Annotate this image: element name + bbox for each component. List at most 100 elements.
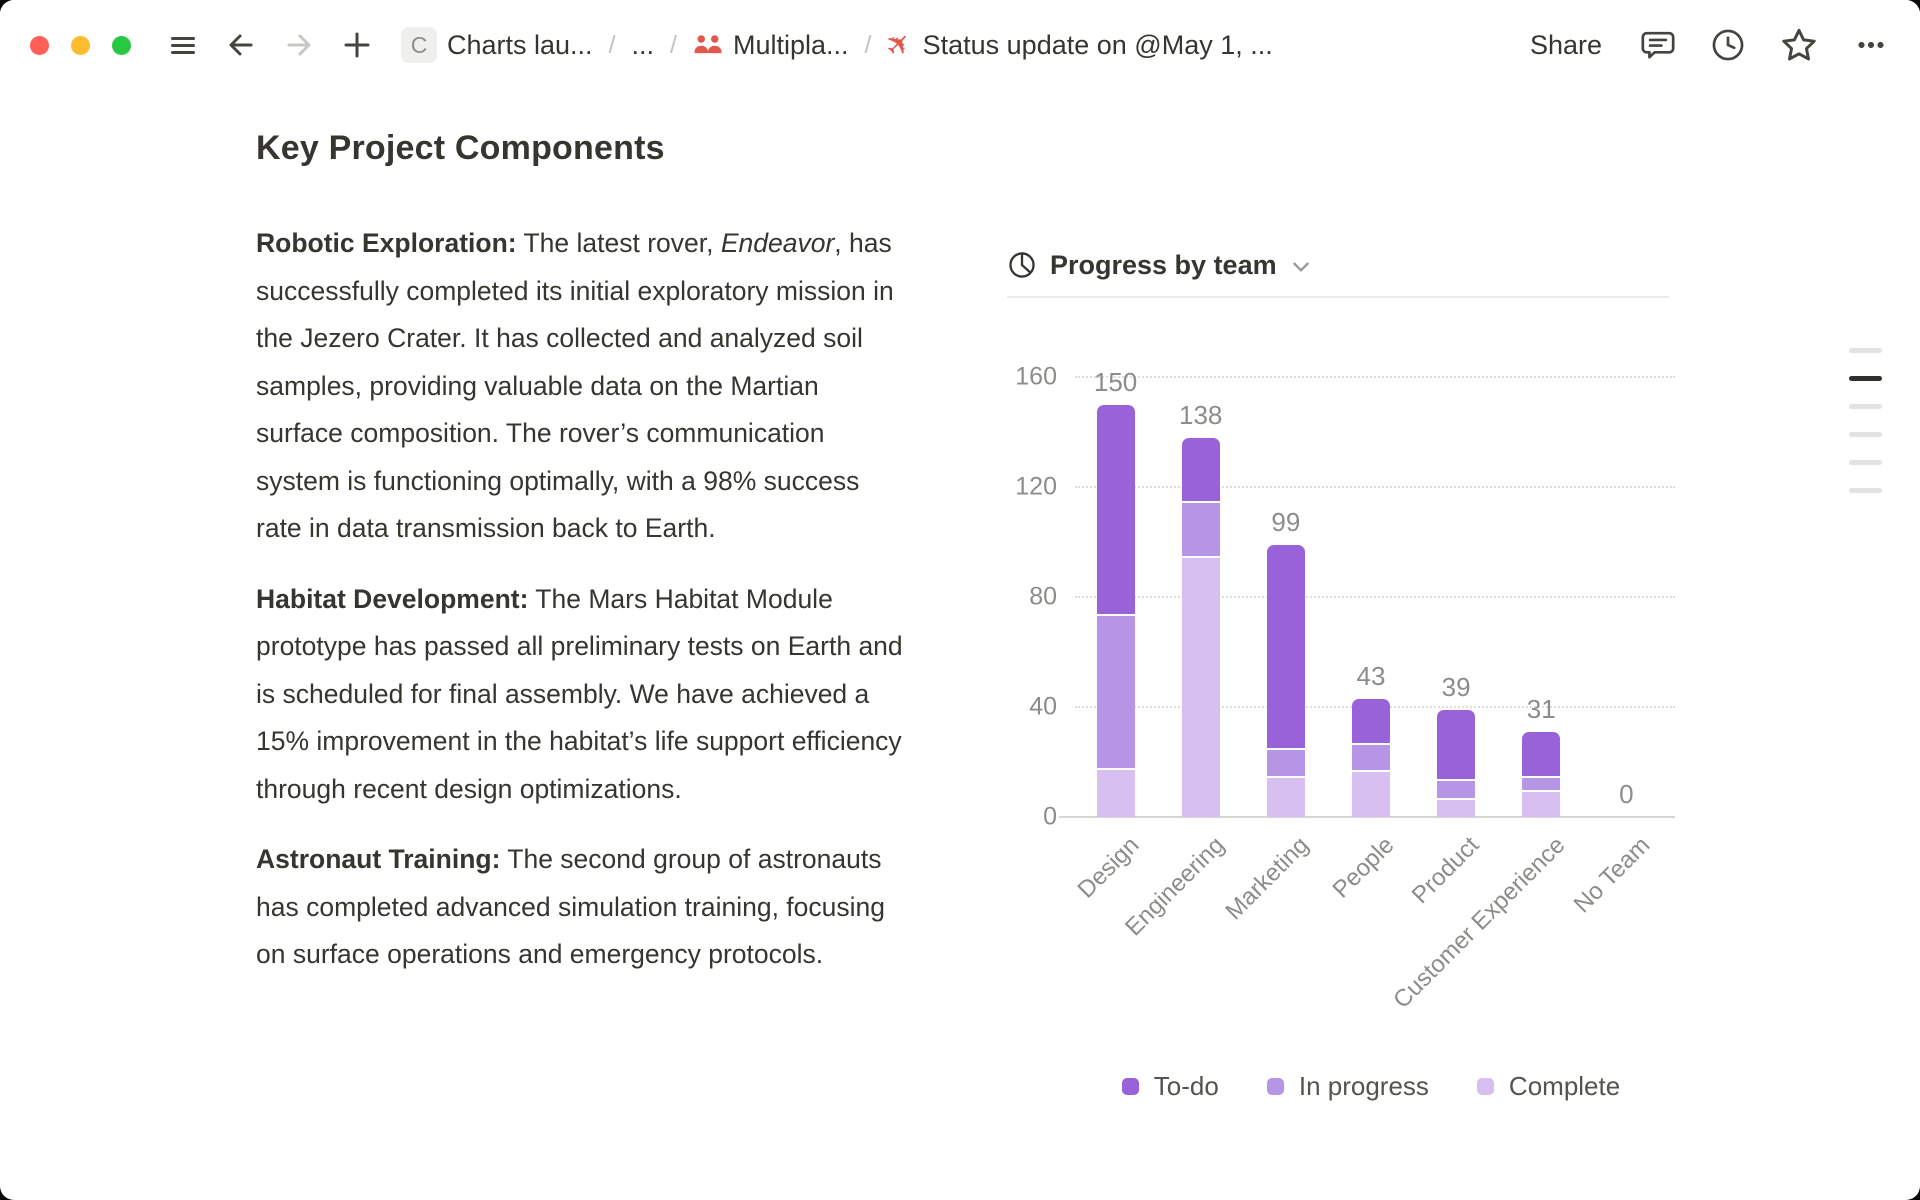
bar-value-label: 99 (1271, 506, 1301, 537)
updates-button[interactable] (1710, 27, 1746, 63)
more-options-button[interactable] (1852, 26, 1890, 64)
new-page-button[interactable] (335, 23, 379, 67)
sidebar-menu-button[interactable] (161, 23, 205, 67)
bar-stack[interactable] (1096, 404, 1135, 817)
y-axis-tick-label: 40 (1029, 692, 1057, 721)
outline-line[interactable] (1849, 488, 1882, 493)
x-axis-category-label: Product (1407, 831, 1485, 910)
bar-stack[interactable] (1351, 698, 1390, 817)
legend-item-todo[interactable]: To-do (1121, 1071, 1219, 1102)
share-button[interactable]: Share (1529, 29, 1602, 60)
breadcrumb-label: Status update on @May 1, ... (922, 29, 1273, 60)
bar-segment-to-do[interactable] (1181, 437, 1220, 501)
traffic-lights (30, 35, 131, 55)
titlebar: C Charts lau... / ... / Multipla... / ✈ … (0, 0, 1920, 90)
bar-segment-in-progress[interactable] (1522, 775, 1561, 790)
bar-segment-complete[interactable] (1181, 555, 1220, 817)
y-axis-tick-label: 0 (1043, 802, 1057, 831)
bar-slot: 31 Customer Experience (1388, 377, 1584, 1014)
page-title: Key Project Components (256, 129, 665, 167)
x-axis-category-label: Design (1072, 831, 1145, 904)
bar-segment-to-do[interactable] (1437, 709, 1476, 779)
legend-label: Complete (1508, 1071, 1621, 1101)
close-window-button[interactable] (30, 35, 49, 55)
bar-segment-to-do[interactable] (1522, 731, 1561, 776)
bar-segment-in-progress[interactable] (1351, 742, 1390, 771)
bar-segment-in-progress[interactable] (1437, 778, 1476, 798)
bar-segment-in-progress[interactable] (1266, 748, 1305, 776)
favorite-button[interactable] (1780, 26, 1818, 64)
bar-segment-in-progress[interactable] (1181, 500, 1220, 556)
x-axis-category-label: Marketing (1220, 831, 1315, 926)
gridline (1075, 376, 1675, 378)
legend-item-complete[interactable]: Complete (1476, 1071, 1621, 1102)
chart-divider (1007, 296, 1669, 298)
bar-segment-to-do[interactable] (1351, 698, 1390, 743)
legend-label: In progress (1298, 1071, 1429, 1101)
legend-swatch (1266, 1078, 1284, 1095)
breadcrumb-item-collapsed[interactable]: ... (632, 30, 655, 61)
airplane-icon: ✈ (879, 24, 921, 66)
bar-value-label: 31 (1526, 693, 1556, 724)
breadcrumb-item-multiplayer[interactable]: Multipla... (693, 30, 849, 61)
clock-icon (1712, 29, 1744, 61)
bar-slot: 39 Product (1407, 377, 1499, 909)
bar-segment-complete[interactable] (1351, 770, 1390, 817)
bar-stack[interactable] (1181, 437, 1220, 817)
breadcrumb-item-status-update[interactable]: ✈ Status update on @May 1, ... (879, 24, 1273, 66)
legend-label: To-do (1153, 1071, 1219, 1101)
bold-text: Astronaut Training: (256, 844, 501, 874)
comments-button[interactable] (1640, 27, 1676, 63)
bar-slot: 150 Design (1072, 369, 1158, 904)
minimize-window-button[interactable] (71, 35, 90, 55)
bar-segment-complete[interactable] (1522, 789, 1561, 817)
plus-icon (344, 32, 370, 58)
breadcrumb-item-charts-launch[interactable]: C Charts lau... (401, 27, 593, 63)
paragraph-astronaut-training: Astronaut Training: The second group of … (256, 836, 908, 979)
outline-line-current[interactable] (1849, 376, 1882, 381)
forward-button[interactable] (277, 23, 321, 67)
italic-text: Endeavor (720, 228, 835, 258)
x-axis-category-label: Customer Experience (1387, 831, 1570, 1014)
bold-text: Habitat Development: (256, 583, 529, 614)
outline-indicator[interactable] (1849, 348, 1882, 493)
breadcrumb-separator: / (608, 30, 616, 59)
bar-stack[interactable] (1522, 731, 1561, 817)
bar-segment-complete[interactable] (1096, 767, 1135, 817)
star-icon (1782, 28, 1816, 61)
chart-header[interactable]: Progress by team (1007, 238, 1669, 292)
legend-swatch (1476, 1078, 1494, 1095)
titlebar-actions: Share (1526, 24, 1890, 67)
bar-segment-complete[interactable] (1266, 775, 1305, 817)
bar-stack[interactable] (1437, 709, 1476, 817)
breadcrumb-label: Charts lau... (447, 29, 593, 60)
back-arrow-icon (229, 34, 253, 56)
back-button[interactable] (219, 23, 263, 67)
breadcrumb-label: Multipla... (732, 29, 849, 60)
outline-line[interactable] (1849, 348, 1882, 353)
breadcrumb-separator: / (864, 30, 872, 59)
outline-line[interactable] (1849, 432, 1882, 437)
hamburger-icon (171, 37, 195, 54)
chart-block: Progress by team 0 40 80 120 160 150 Design 138… (1007, 238, 1675, 1102)
text-run: The latest rover, (516, 228, 721, 258)
bar-segment-to-do[interactable] (1266, 544, 1305, 749)
x-axis-category-label: No Team (1568, 831, 1656, 919)
bar-segment-complete[interactable] (1437, 797, 1476, 817)
gridline (1075, 486, 1675, 488)
legend-item-in-progress[interactable]: In progress (1266, 1071, 1429, 1102)
bar-slot: 138 Engineering (1120, 377, 1243, 942)
bar-slot: 43 People (1328, 377, 1413, 904)
zoom-window-button[interactable] (112, 35, 131, 55)
outline-line[interactable] (1849, 460, 1882, 465)
chevron-down-icon[interactable] (1290, 256, 1312, 278)
bar-segment-to-do[interactable] (1096, 404, 1135, 614)
paragraph-robotic-exploration: Robotic Exploration: The latest rover, E… (256, 220, 908, 553)
bar-segment-in-progress[interactable] (1096, 613, 1135, 768)
pie-chart-icon (1007, 250, 1037, 280)
chart-plot: 0 40 80 120 160 150 Design 138 Engineering 99 Mark… (1015, 364, 1675, 1014)
bar-stack[interactable] (1266, 544, 1305, 817)
outline-line[interactable] (1849, 404, 1882, 409)
team-people-icon (693, 30, 723, 60)
